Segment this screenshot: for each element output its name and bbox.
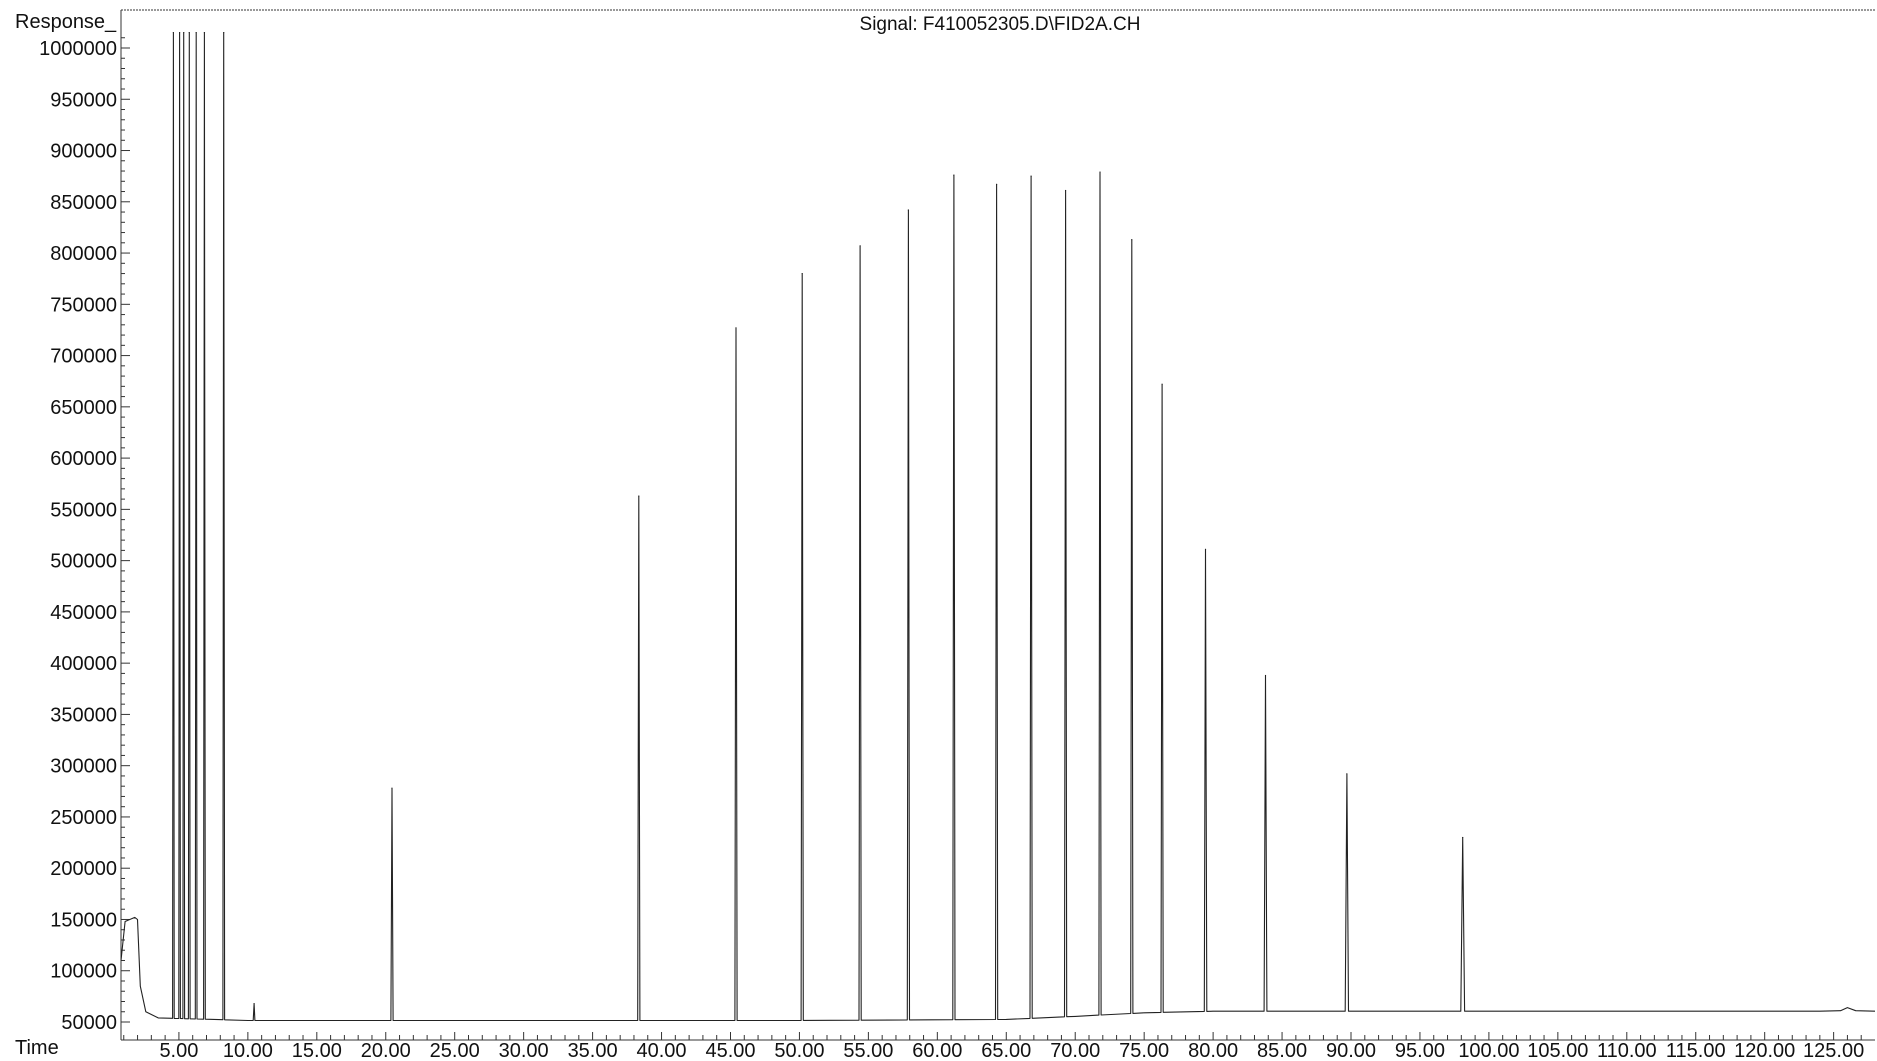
peak-apex	[1131, 239, 1133, 241]
chart-title: Signal: F410052305.D\FID2A.CH	[860, 14, 1141, 35]
x-axis-ticks: 5.00 10.00 15.00 20.00 25.00 30.00 35.00 40.00 4…	[123, 1032, 1864, 1061]
y-tick-label: 1000000	[39, 38, 117, 60]
peak-apex	[1204, 548, 1207, 550]
y-tick-label: 400000	[50, 653, 117, 675]
x-tick-label: 60.00	[912, 1040, 962, 1061]
x-tick-label: 80.00	[1188, 1040, 1238, 1061]
peak-apex	[953, 174, 955, 176]
x-tick-label: 65.00	[981, 1040, 1031, 1061]
x-tick-label: 95.00	[1395, 1040, 1445, 1061]
x-tick-label: 40.00	[637, 1040, 687, 1061]
y-tick-label: 650000	[50, 397, 117, 419]
x-tick-label: 70.00	[1050, 1040, 1100, 1061]
y-tick-label: 700000	[50, 346, 117, 368]
peak-apex	[907, 209, 909, 211]
x-tick-label: 20.00	[361, 1040, 411, 1061]
peak-apex	[735, 327, 737, 329]
y-tick-label: 50000	[61, 1012, 117, 1034]
peak-apex	[253, 1002, 255, 1005]
signal-trace	[120, 32, 1876, 1022]
peak-apex	[391, 787, 393, 789]
signal-trace-layer	[120, 32, 1876, 1022]
y-tick-label: 450000	[50, 602, 117, 624]
y-tick-label: 850000	[50, 192, 117, 214]
x-tick-label: 5.00	[159, 1040, 198, 1061]
x-tick-label: 55.00	[843, 1040, 893, 1061]
peak-apex	[1161, 383, 1163, 385]
peak-apex	[183, 32, 185, 34]
x-tick-label: 110.00	[1597, 1040, 1657, 1061]
y-tick-label: 900000	[50, 141, 117, 163]
x-tick-label: 25.00	[430, 1040, 480, 1061]
peak-apex	[996, 183, 998, 185]
y-tick-label: 350000	[50, 704, 117, 726]
peak-apex	[801, 272, 803, 275]
peak-apex	[203, 32, 206, 34]
x-tick-label: 125.00	[1803, 1040, 1864, 1061]
y-tick-label: 100000	[50, 961, 117, 983]
peak-apex	[1099, 171, 1101, 173]
peak-apex	[188, 32, 190, 34]
y-tick-label: 950000	[50, 89, 117, 111]
x-tick-label: 120.00	[1734, 1040, 1795, 1061]
x-tick-label: 105.00	[1527, 1040, 1588, 1061]
x-tick-label: 15.00	[292, 1040, 342, 1061]
peak-apex	[179, 32, 181, 34]
peak-apex	[638, 495, 640, 497]
peak-apex	[1064, 189, 1067, 192]
peak-apex	[172, 32, 174, 34]
x-tick-label: 75.00	[1119, 1040, 1169, 1061]
y-tick-label: 550000	[50, 499, 117, 521]
y-tick-label: 600000	[50, 448, 117, 470]
y-tick-label: 150000	[50, 909, 117, 931]
x-tick-label: 90.00	[1326, 1040, 1376, 1061]
peak-apex	[1264, 674, 1267, 677]
x-tick-label: 50.00	[774, 1040, 824, 1061]
y-tick-label: 200000	[50, 858, 117, 880]
y-tick-label: 250000	[50, 807, 117, 829]
x-tick-label: 115.00	[1666, 1040, 1726, 1061]
x-tick-label: 30.00	[499, 1040, 549, 1061]
y-tick-label: 750000	[50, 294, 117, 316]
peak-apex	[859, 245, 861, 247]
x-tick-label: 10.00	[223, 1040, 273, 1061]
y-tick-label: 500000	[50, 551, 117, 573]
peak-apex	[223, 32, 225, 34]
peak-apex	[1346, 773, 1348, 775]
y-axis-ticks: 50000 100000 150000 200000 250000 300000 35000…	[39, 37, 130, 1034]
peak-apex	[195, 32, 197, 34]
y-tick-label: 800000	[50, 243, 117, 265]
peak-apex	[1462, 836, 1464, 839]
x-tick-label: 100.00	[1458, 1040, 1519, 1061]
x-tick-label: 45.00	[705, 1040, 755, 1061]
y-axis-title: Response_	[15, 11, 117, 33]
x-tick-label: 35.00	[568, 1040, 618, 1061]
y-tick-label: 300000	[50, 756, 117, 778]
x-tick-label: 85.00	[1257, 1040, 1307, 1061]
peak-apex	[1030, 175, 1032, 177]
x-axis-title: Time	[15, 1037, 59, 1059]
